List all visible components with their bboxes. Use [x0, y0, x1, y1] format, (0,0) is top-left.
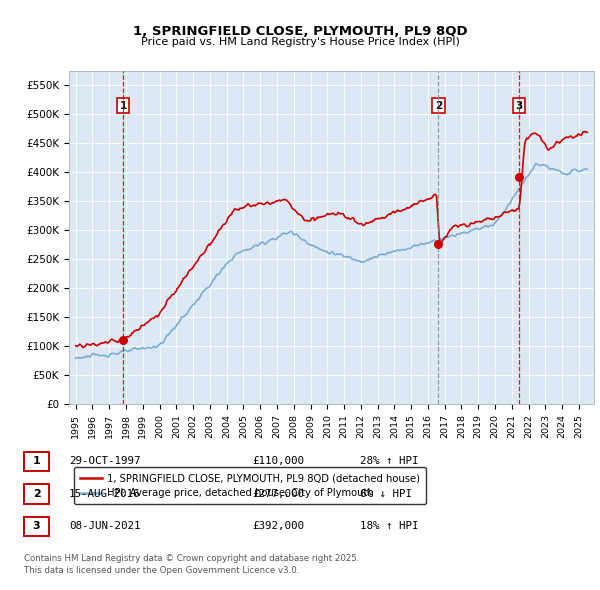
Text: £110,000: £110,000 — [252, 457, 304, 466]
Text: 29-OCT-1997: 29-OCT-1997 — [69, 457, 140, 466]
Text: 2: 2 — [435, 101, 442, 111]
Text: £392,000: £392,000 — [252, 522, 304, 531]
Text: 15-AUG-2016: 15-AUG-2016 — [69, 489, 140, 499]
Legend: 1, SPRINGFIELD CLOSE, PLYMOUTH, PL9 8QD (detached house), HPI: Average price, de: 1, SPRINGFIELD CLOSE, PLYMOUTH, PL9 8QD … — [74, 467, 426, 504]
Text: Price paid vs. HM Land Registry's House Price Index (HPI): Price paid vs. HM Land Registry's House … — [140, 37, 460, 47]
Text: 08-JUN-2021: 08-JUN-2021 — [69, 522, 140, 531]
Text: Contains HM Land Registry data © Crown copyright and database right 2025.
This d: Contains HM Land Registry data © Crown c… — [24, 554, 359, 575]
Text: 1: 1 — [119, 101, 127, 111]
Text: 6% ↓ HPI: 6% ↓ HPI — [360, 489, 412, 499]
Text: 1, SPRINGFIELD CLOSE, PLYMOUTH, PL9 8QD: 1, SPRINGFIELD CLOSE, PLYMOUTH, PL9 8QD — [133, 25, 467, 38]
Text: 1: 1 — [33, 457, 40, 466]
Text: 28% ↑ HPI: 28% ↑ HPI — [360, 457, 419, 466]
Text: £277,000: £277,000 — [252, 489, 304, 499]
Text: 3: 3 — [515, 101, 523, 111]
Text: 3: 3 — [33, 522, 40, 531]
Text: 2: 2 — [33, 489, 40, 499]
Text: 18% ↑ HPI: 18% ↑ HPI — [360, 522, 419, 531]
